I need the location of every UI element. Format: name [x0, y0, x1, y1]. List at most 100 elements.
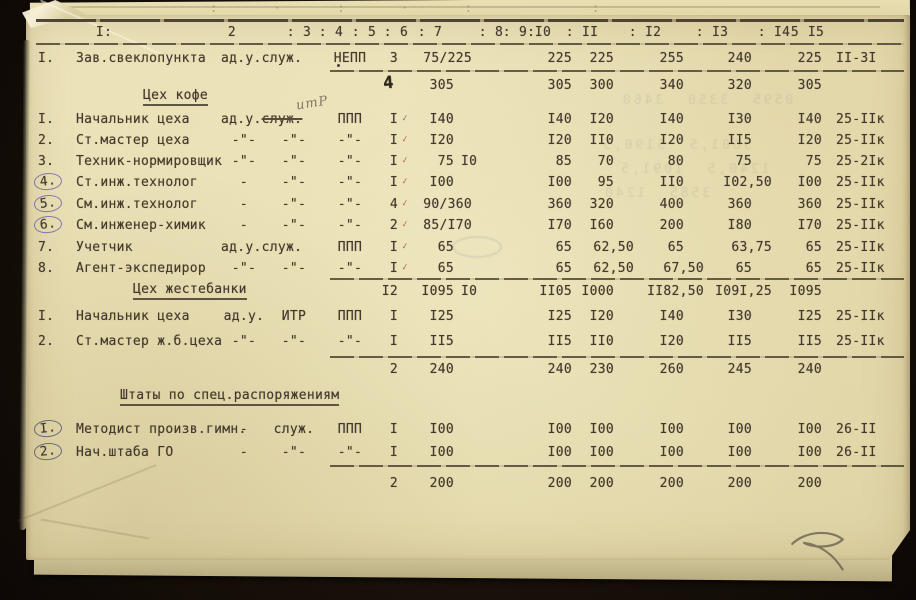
row-number: I. — [38, 309, 55, 324]
table-rule — [330, 278, 904, 280]
cell-c11: I20 — [589, 309, 614, 324]
cell-c12: 400 — [659, 197, 684, 212]
row-number: I. — [38, 51, 55, 66]
cell-c13: 240 — [727, 51, 752, 66]
cell-c14: 75 — [805, 154, 822, 169]
cell-c10: I20 — [547, 133, 572, 148]
section-title-coffee: Цех кофе — [143, 88, 209, 106]
header-cell: : 3 — [286, 25, 312, 40]
cell-c11: 70 — [597, 154, 614, 169]
position-title: Зав.свеклопункта — [76, 51, 207, 66]
cell-c13: 65 — [735, 261, 752, 276]
header-cell: 2 — [227, 25, 237, 40]
cell-c15: 25-IIк — [836, 175, 885, 190]
cell-c11: II0 — [589, 133, 614, 148]
cell-c14: 65 — [805, 261, 822, 276]
cell-c34: ад.у.служ. — [221, 240, 303, 255]
cell-c10: I00 — [547, 175, 572, 190]
header-cell: : 8 — [478, 25, 504, 40]
cell-c5: -"- — [337, 154, 363, 169]
cell-c12: 80 — [667, 154, 684, 169]
table-row: I. Начальник цеха ад.у. ИТР ППП I I25 I25 I20 I40… — [0, 309, 916, 327]
cell-c11: 320 — [589, 197, 614, 212]
cell-c10: II05 — [539, 284, 572, 299]
table-rule — [330, 70, 904, 72]
cell-c11: I00 — [589, 445, 614, 460]
table-rule — [330, 465, 904, 467]
cell-c11: I000 — [581, 284, 614, 299]
cell-c11: 62,50 — [593, 261, 634, 276]
position-title: Начальник цеха — [76, 309, 190, 324]
cell-c12: II82,50 — [647, 284, 704, 299]
cell-c5: ППП — [337, 309, 363, 324]
header-cell: : I4 — [757, 25, 791, 40]
cell-c12: 255 — [659, 51, 684, 66]
underlying-page-marks: : · : · : : — [210, 1, 614, 15]
cell-c14: 225 — [797, 51, 822, 66]
cell-c4: ИТР — [281, 309, 307, 324]
cell-c7: 305 — [429, 78, 454, 93]
cell-c10: 240 — [547, 362, 572, 377]
table-row: 3. Техник-нормировщик -"- -"- -"- I 75 I0 85 70 80… — [0, 154, 916, 172]
cell-c6: I — [389, 261, 398, 276]
cell-c5: НЕПП — [333, 51, 367, 66]
table-rule — [330, 356, 904, 358]
struck-text: служ. — [261, 112, 303, 127]
cell-c7: 65 — [437, 240, 454, 255]
cell-c7: I20 — [429, 133, 454, 148]
cell-c14: I40 — [797, 112, 822, 127]
table-row: 2. Нач.штаба ГО - -"- -"- I I00 I00 I00 I00 I00 I00… — [0, 441, 916, 463]
table-row: I. Начальник цеха ад.у.служ. ППП I I40 I40 I20 I… — [0, 112, 916, 130]
header-cell: : I2 — [628, 25, 662, 40]
cell-c7: I40 — [429, 112, 454, 127]
cell-c15: 25-IIк — [836, 334, 885, 349]
cell-c7: 90/360 — [423, 197, 472, 212]
position-title: Нач.штаба ГО — [76, 445, 174, 460]
cell-c11: 225 — [589, 51, 614, 66]
header-cell: I: — [95, 25, 113, 40]
cell-c89: I0 — [461, 154, 478, 169]
table-row: 8. Агент-экспедирор -"- -"- -"- I 65 65 62,50 67,… — [0, 261, 916, 279]
header-cell: : 5 — [351, 25, 377, 40]
cell-c12: 67,50 — [663, 261, 704, 276]
cell-c15: 25-2Iк — [836, 154, 885, 169]
cell-c5: -"- — [337, 445, 363, 460]
position-title: Начальник цеха — [76, 112, 190, 127]
row-number: I. — [38, 112, 55, 127]
cell-c11: II0 — [589, 334, 614, 349]
cell-c10: I40 — [547, 112, 572, 127]
cell-c12: I20 — [659, 133, 684, 148]
cell-c12: 200 — [659, 476, 684, 491]
cell-c15: 26-II — [836, 445, 877, 460]
cell-c7: II5 — [429, 334, 454, 349]
cell-c13: 200 — [727, 476, 752, 491]
cell-c13: I30 — [727, 309, 752, 324]
cell-c14: II5 — [797, 334, 822, 349]
header-cell: I0 — [534, 25, 552, 40]
table-row: 2. Ст.мастер ж.б.цеха -"- -"- -"- I II5 II5 II0 I… — [0, 334, 916, 352]
row-number: 2. — [33, 441, 63, 462]
cell-c14: 240 — [797, 362, 822, 377]
table-row: I. Зав.свеклопункта ад.у.служ. НЕПП 3 75/225 2… — [0, 51, 916, 69]
cell-c13: 360 — [727, 197, 752, 212]
handwritten-itr-annotation: итР — [295, 93, 330, 114]
cell-c10: I00 — [547, 422, 572, 437]
header-cell: : II — [565, 25, 599, 40]
cell-c3: -"- — [231, 154, 257, 169]
cell-c11: 200 — [589, 476, 614, 491]
cell-c6: 2 — [389, 476, 398, 491]
row-number: 5. — [33, 193, 63, 214]
cell-c7: 85/I70 — [423, 218, 472, 233]
cell-c7: 240 — [429, 362, 454, 377]
header-cell: I5 — [807, 25, 825, 40]
cell-c11: 95 — [597, 175, 614, 190]
row-number: 4. — [33, 171, 63, 192]
cell-c15: 25-IIк — [836, 240, 885, 255]
cell-c13: I00 — [727, 422, 752, 437]
cell-c6: I — [389, 133, 398, 148]
cell-c14: I20 — [797, 133, 822, 148]
cell-c13: I00 — [727, 445, 752, 460]
table-row: 2. Ст.мастер цеха -"- -"- -"- I I20 I20 II0 I20 II… — [0, 133, 916, 151]
cell-c12: 65 — [667, 240, 684, 255]
cell-c5: -"- — [337, 175, 363, 190]
